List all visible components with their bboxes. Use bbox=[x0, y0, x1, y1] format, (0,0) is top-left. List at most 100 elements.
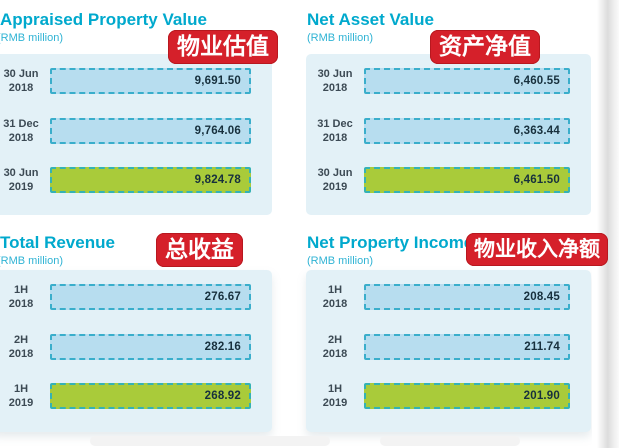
category-label-line1: 30 Jun bbox=[317, 68, 353, 80]
cn-annotation-badge: 资产净值 bbox=[430, 30, 540, 64]
chart-unit-label: (RMB million) bbox=[0, 254, 63, 267]
bar-value: 211.74 bbox=[524, 340, 560, 353]
category-label-line1: 1H bbox=[327, 284, 343, 296]
category-label: 1H 2018 bbox=[306, 283, 364, 312]
category-label-line2: 2018 bbox=[322, 82, 348, 95]
bar-row: 2H 2018 211.74 bbox=[306, 333, 591, 362]
chart-net-asset-value: Net Asset Value (RMB million) 资产净值 30 Ju… bbox=[306, 10, 591, 215]
category-label-line2: 2018 bbox=[8, 347, 34, 360]
bar-highlighted: 201.90 bbox=[364, 383, 570, 410]
chart-header: Total Revenue (RMB million) 总收益 bbox=[0, 233, 272, 270]
chart-unit-label: (RMB million) bbox=[0, 31, 63, 44]
category-label-line2: 2018 bbox=[322, 298, 348, 311]
bar: 211.74 bbox=[364, 333, 570, 360]
category-label-line1: 31 Dec bbox=[317, 117, 353, 130]
bar-value: 9,691.50 bbox=[194, 75, 241, 88]
category-label: 31 Dec 2018 bbox=[0, 117, 50, 146]
bar: 6,460.55 bbox=[364, 68, 570, 95]
bar: 6,363.44 bbox=[364, 117, 570, 144]
cn-annotation-badge: 物业收入净额 bbox=[466, 233, 608, 266]
category-label: 1H 2018 bbox=[0, 283, 50, 312]
category-label-line2: 2018 bbox=[8, 82, 34, 95]
bar-highlighted: 9,824.78 bbox=[50, 167, 251, 194]
bar-value: 6,363.44 bbox=[513, 124, 560, 137]
chart-header: Net Property Income (RMB million) 物业收入净额 bbox=[306, 233, 608, 270]
category-label-line1: 30 Jun bbox=[317, 167, 353, 180]
bar: 282.16 bbox=[50, 333, 251, 360]
chart-header: Appraised Property Value (RMB million) 物… bbox=[0, 10, 278, 64]
bar-row: 2H 2018 282.16 bbox=[0, 333, 272, 362]
category-label: 30 Jun 2018 bbox=[306, 67, 364, 96]
cn-annotation-badge: 总收益 bbox=[156, 233, 243, 267]
chart-plot-area: 1H 2018 276.67 2H 2018 282.16 1H bbox=[0, 270, 272, 432]
bar-row: 30 Jun 2019 9,824.78 bbox=[0, 166, 272, 195]
bar-value: 9,764.06 bbox=[194, 124, 241, 137]
page-bottom-shadow bbox=[380, 436, 520, 446]
category-label-line1: 1H bbox=[13, 383, 29, 396]
chart-unit-label: (RMB million) bbox=[307, 254, 373, 267]
bar-row: 1H 2019 201.90 bbox=[306, 382, 591, 411]
chart-unit-label: (RMB million) bbox=[307, 31, 373, 44]
category-label: 31 Dec 2018 bbox=[306, 117, 364, 146]
bar-value: 282.16 bbox=[204, 340, 241, 353]
chart-title: Net Property Income bbox=[307, 233, 474, 252]
bar-row: 1H 2018 208.45 bbox=[306, 283, 591, 312]
category-label-line2: 2019 bbox=[8, 181, 34, 194]
chart-header: Net Asset Value (RMB million) 资产净值 bbox=[306, 10, 591, 64]
category-label-line2: 2018 bbox=[8, 131, 34, 144]
bar-row: 31 Dec 2018 6,363.44 bbox=[306, 117, 591, 146]
bar-highlighted: 6,461.50 bbox=[364, 167, 570, 194]
category-label-line1: 2H bbox=[327, 333, 343, 346]
category-label-line2: 2019 bbox=[8, 397, 34, 410]
chart-title: Net Asset Value bbox=[307, 10, 434, 29]
bar-value: 9,824.78 bbox=[194, 174, 241, 187]
bar: 9,764.06 bbox=[50, 117, 251, 144]
category-label-line1: 30 Jun bbox=[3, 68, 39, 80]
chart-net-property-income: Net Property Income (RMB million) 物业收入净额… bbox=[306, 233, 608, 432]
category-label: 30 Jun 2019 bbox=[0, 166, 50, 195]
page-bottom-shadow bbox=[90, 436, 330, 446]
chart-title: Appraised Property Value bbox=[0, 10, 207, 29]
category-label-line2: 2019 bbox=[322, 397, 348, 410]
category-label-line2: 2019 bbox=[322, 181, 348, 194]
category-label-line2: 2018 bbox=[8, 298, 34, 311]
chart-appraised-property-value: Appraised Property Value (RMB million) 物… bbox=[0, 10, 278, 215]
bar-row: 30 Jun 2018 6,460.55 bbox=[306, 67, 591, 96]
category-label-line1: 30 Jun bbox=[3, 167, 39, 180]
bar-value: 6,460.55 bbox=[513, 75, 560, 88]
category-label: 2H 2018 bbox=[306, 333, 364, 362]
category-label-line1: 1H bbox=[13, 284, 29, 296]
cn-annotation-badge: 物业估值 bbox=[168, 30, 278, 64]
bar-value: 268.92 bbox=[204, 390, 241, 403]
chart-plot-area: 30 Jun 2018 9,691.50 31 Dec 2018 9,764.0… bbox=[0, 54, 272, 215]
bar-highlighted: 268.92 bbox=[50, 383, 251, 410]
chart-plot-area: 30 Jun 2018 6,460.55 31 Dec 2018 6,363.4… bbox=[306, 54, 591, 215]
bar-row: 30 Jun 2018 9,691.50 bbox=[0, 67, 272, 96]
category-label: 1H 2019 bbox=[306, 382, 364, 411]
category-label: 30 Jun 2018 bbox=[0, 67, 50, 96]
category-label-line1: 2H bbox=[13, 333, 29, 346]
bar-row: 1H 2019 268.92 bbox=[0, 382, 272, 411]
chart-plot-area: 1H 2018 208.45 2H 2018 211.74 1H bbox=[306, 270, 591, 432]
bar-value: 6,461.50 bbox=[513, 174, 560, 187]
category-label: 1H 2019 bbox=[0, 382, 50, 411]
scanned-page-edge bbox=[592, 0, 619, 448]
category-label: 2H 2018 bbox=[0, 333, 50, 362]
bar-value: 208.45 bbox=[523, 291, 560, 304]
bar-row: 31 Dec 2018 9,764.06 bbox=[0, 117, 272, 146]
bar-row: 30 Jun 2019 6,461.50 bbox=[306, 166, 591, 195]
category-label-line2: 2018 bbox=[322, 131, 348, 144]
chart-title: Total Revenue bbox=[0, 233, 115, 252]
category-label: 30 Jun 2019 bbox=[306, 166, 364, 195]
bar: 208.45 bbox=[364, 284, 570, 311]
bar: 276.67 bbox=[50, 284, 251, 311]
category-label-line1: 31 Dec bbox=[3, 117, 39, 130]
bar-row: 1H 2018 276.67 bbox=[0, 283, 272, 312]
category-label-line2: 2018 bbox=[322, 347, 348, 360]
bar-value: 276.67 bbox=[204, 291, 241, 304]
chart-total-revenue: Total Revenue (RMB million) 总收益 1H 2018 … bbox=[0, 233, 272, 432]
bar-value: 201.90 bbox=[523, 390, 560, 403]
bar: 9,691.50 bbox=[50, 68, 251, 95]
category-label-line1: 1H bbox=[327, 383, 343, 396]
